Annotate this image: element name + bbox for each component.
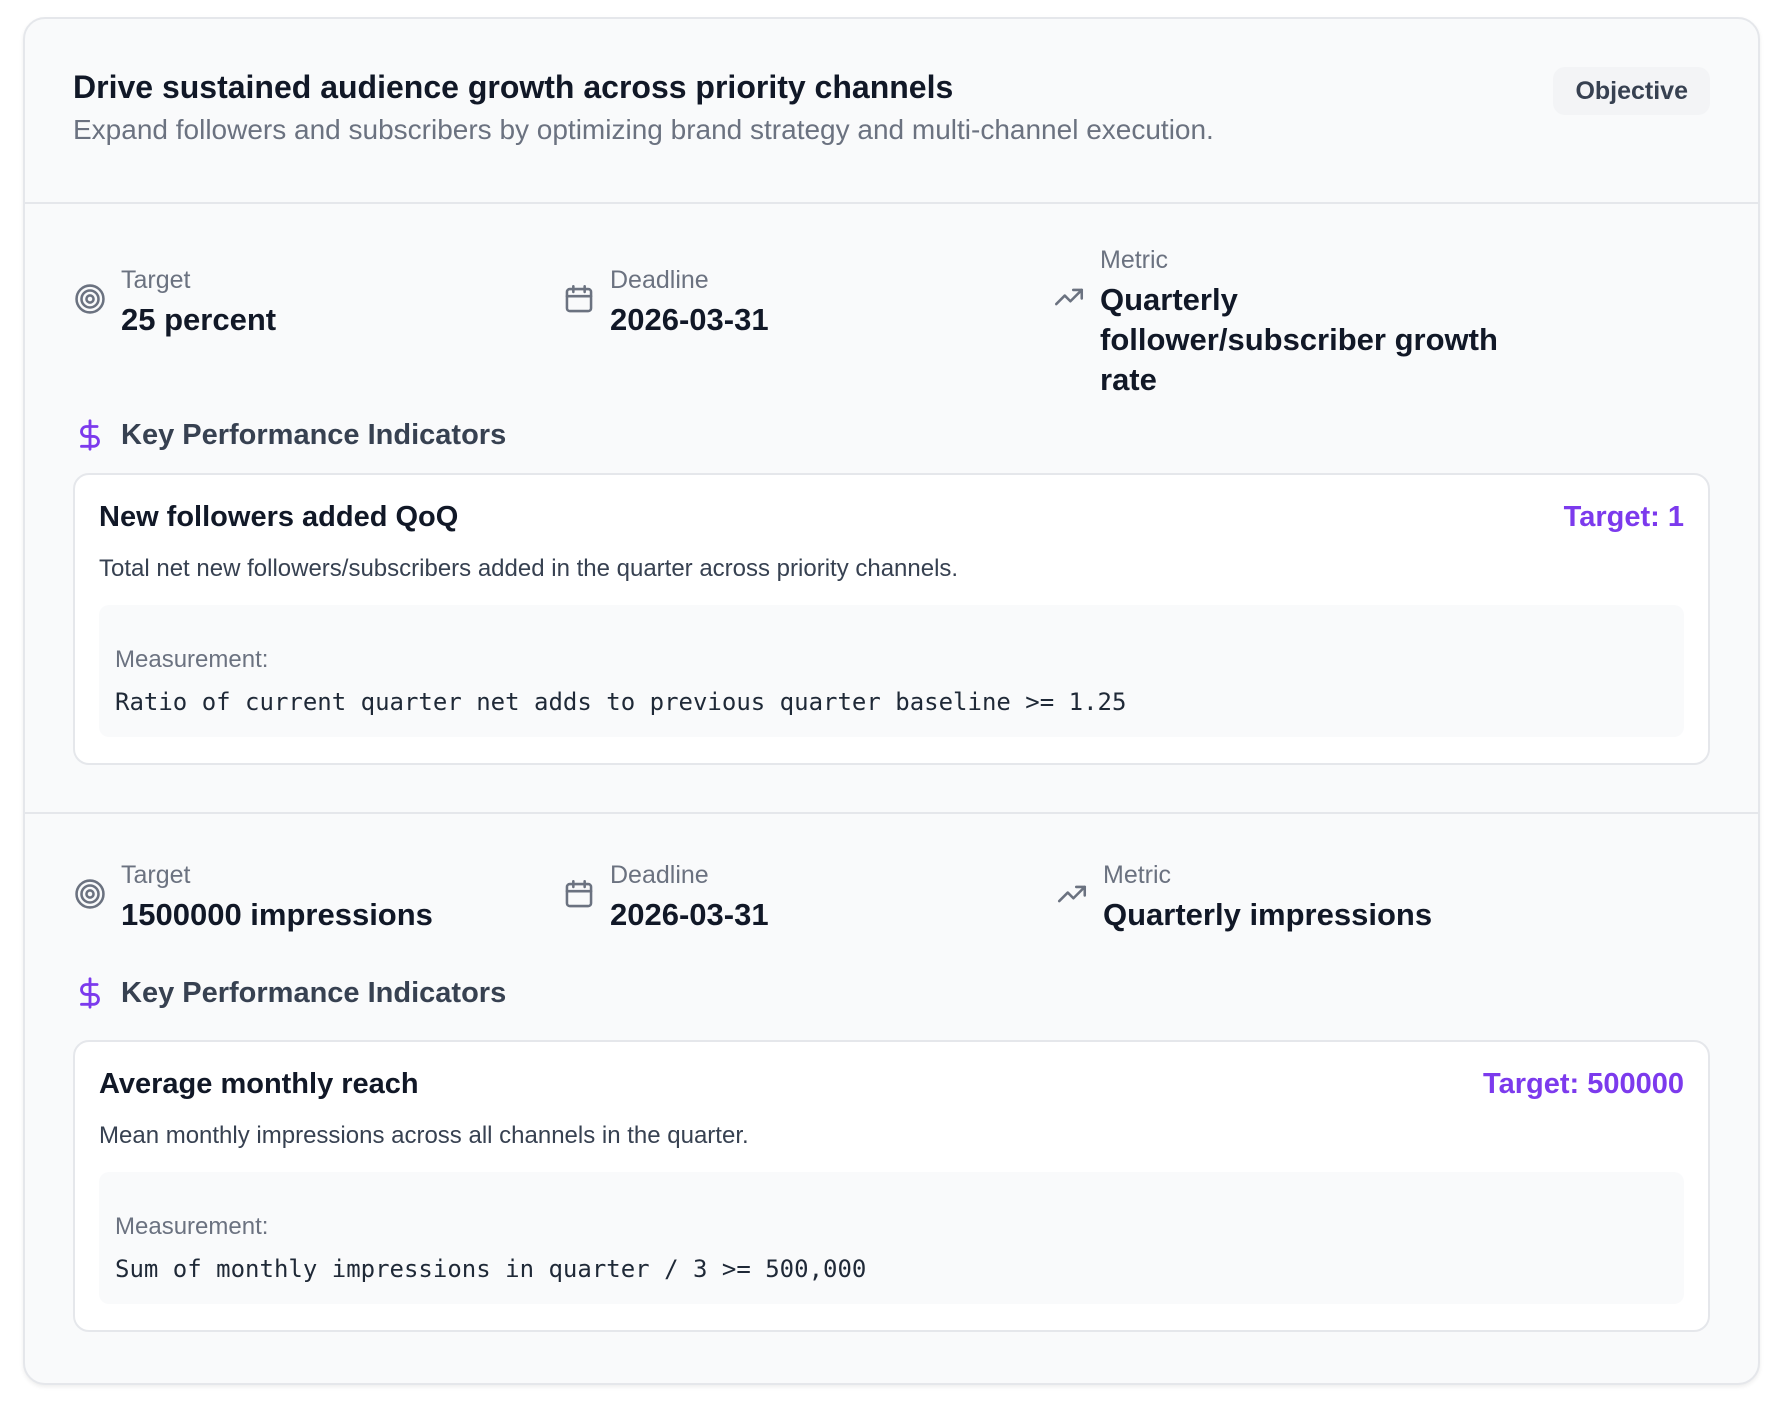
target-stat: Target 25 percent xyxy=(73,264,276,340)
kpi-heading: Key Performance Indicators xyxy=(73,418,506,452)
metric-stat: Metric Quarterly impressions xyxy=(1055,859,1535,935)
target-icon xyxy=(73,877,107,911)
kpi-target: Target: 1 xyxy=(1563,501,1684,533)
target-label: Target xyxy=(121,266,191,294)
measurement-label: Measurement: xyxy=(115,646,269,673)
deadline-stat: Deadline 2026-03-31 xyxy=(562,264,769,340)
key-result-1: Target 25 percent Deadline 2026-03-31 xyxy=(25,204,1758,814)
kpi-card: New followers added QoQ Target: 1 Total … xyxy=(73,473,1710,765)
metric-value: Quarterly impressions xyxy=(1103,897,1433,932)
objective-description: Expand followers and subscribers by opti… xyxy=(73,114,1214,145)
dollar-icon xyxy=(73,418,107,452)
measurement-box: Measurement: Sum of monthly impressions … xyxy=(99,1172,1684,1304)
measurement-formula: Ratio of current quarter net adds to pre… xyxy=(115,688,1127,716)
trending-up-icon xyxy=(1052,280,1086,314)
objective-badge: Objective xyxy=(1553,67,1710,115)
trending-up-icon xyxy=(1055,877,1089,911)
metric-value: Quarterly follower/subscriber growth rat… xyxy=(1100,282,1498,397)
kpi-title: Average monthly reach xyxy=(99,1068,419,1100)
deadline-value: 2026-03-31 xyxy=(610,897,769,932)
kpi-heading: Key Performance Indicators xyxy=(73,976,506,1010)
measurement-formula: Sum of monthly impressions in quarter / … xyxy=(115,1255,867,1283)
kpi-card: Average monthly reach Target: 500000 Mea… xyxy=(73,1040,1710,1332)
deadline-value: 2026-03-31 xyxy=(610,302,769,337)
deadline-label: Deadline xyxy=(610,266,709,294)
target-value: 1500000 impressions xyxy=(121,897,433,932)
key-result-2: Target 1500000 impressions Deadline 2026… xyxy=(25,814,1758,1383)
kpi-heading-text: Key Performance Indicators xyxy=(121,418,507,451)
measurement-label: Measurement: xyxy=(115,1213,269,1240)
kpi-description: Mean monthly impressions across all chan… xyxy=(99,1122,749,1149)
kpi-description: Total net new followers/subscribers adde… xyxy=(99,555,959,582)
measurement-box: Measurement: Ratio of current quarter ne… xyxy=(99,605,1684,737)
deadline-stat: Deadline 2026-03-31 xyxy=(562,859,769,935)
target-stat: Target 1500000 impressions xyxy=(73,859,433,935)
dollar-icon xyxy=(73,976,107,1010)
metric-stat: Metric Quarterly follower/subscriber gro… xyxy=(1052,244,1532,400)
objective-title: Drive sustained audience growth across p… xyxy=(73,69,954,105)
kpi-target: Target: 500000 xyxy=(1483,1068,1684,1100)
target-icon xyxy=(73,282,107,316)
target-value: 25 percent xyxy=(121,302,277,337)
kpi-title: New followers added QoQ xyxy=(99,501,459,533)
kpi-heading-text: Key Performance Indicators xyxy=(121,976,507,1009)
calendar-icon xyxy=(562,877,596,911)
deadline-label: Deadline xyxy=(610,861,709,889)
objective-header: Drive sustained audience growth across p… xyxy=(25,19,1758,204)
calendar-icon xyxy=(562,282,596,316)
target-label: Target xyxy=(121,861,191,889)
metric-label: Metric xyxy=(1100,246,1169,274)
metric-label: Metric xyxy=(1103,861,1172,889)
objective-card: Drive sustained audience growth across p… xyxy=(23,17,1760,1385)
